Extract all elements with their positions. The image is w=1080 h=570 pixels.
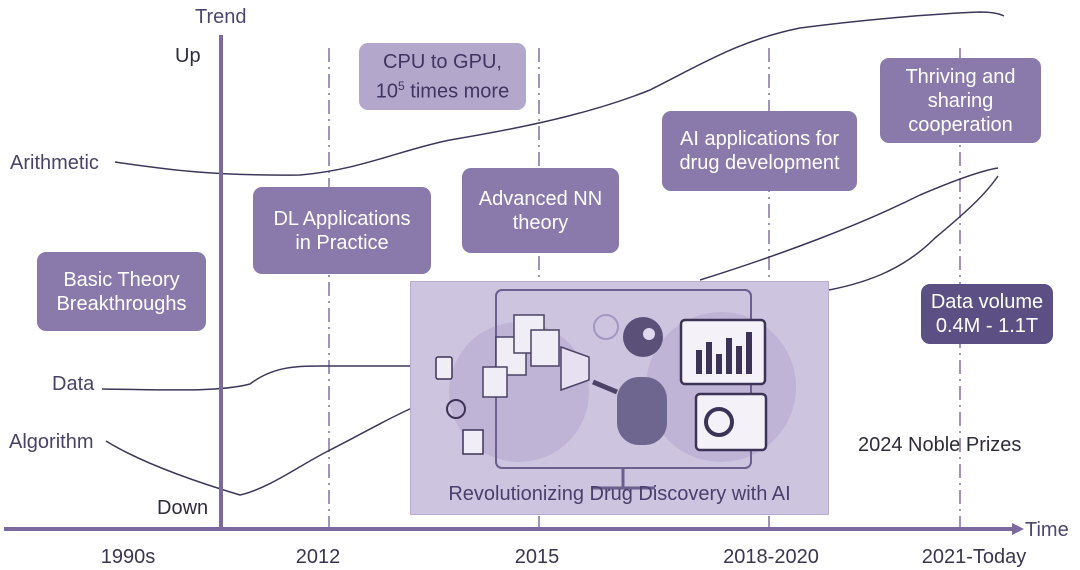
robot-head [623,317,663,357]
timeline-label-2021-today: 2021-Today [921,546,1027,568]
robot-body [617,377,667,445]
cpu-gpu-exponent: 5 [398,78,405,93]
chart-bar-1 [696,350,702,374]
milestone-ai-drug-development: AI applications for drug development [662,111,857,191]
gear-icon [593,314,619,340]
data-label: Data [52,373,95,395]
cpu-gpu-line1: CPU to GPU, [383,50,502,73]
y-axis-down-label: Down [157,497,209,519]
chart-bar-5 [736,346,742,374]
ai-robot-illustration [435,289,796,490]
chart-bar-6 [746,332,752,374]
robot-arm [592,379,618,395]
timeline-label-2015: 2015 [514,546,560,568]
y-axis-title: Trend [195,6,247,28]
drug-discovery-illustration: Revolutionizing Drug Discovery with AI [410,281,829,515]
chart-bar-2 [706,342,712,374]
cpu-gpu-base: 10 [375,80,399,103]
cpu-gpu-tail: times more [404,80,510,103]
milestone-data-volume: Data volume 0.4M - 1.1T [921,284,1053,344]
microscope-icon [446,399,466,419]
milestone-basic-theory: Basic Theory Breakthroughs [37,252,206,331]
document-3 [530,329,560,367]
pill-bottle-icon [435,356,453,380]
y-axis-up-label: Up [175,45,201,67]
robot-eye [643,328,655,340]
chart-bar-3 [716,354,722,374]
nobel-prize-note: 2024 Noble Prizes [858,434,1022,456]
data-curve [101,167,999,391]
x-axis-arrowhead [1012,523,1024,535]
chart-bar-4 [726,338,732,374]
timeline-label-1990s: 1990s [100,546,156,568]
clipboard-icon [462,429,484,455]
milestone-thriving-cooperation: Thriving and sharing cooperation [880,58,1041,143]
cpu-gpu-line2: 105 times more [376,74,509,104]
algorithm-label: Algorithm [9,431,94,453]
milestone-dl-applications: DL Applications in Practice [253,187,431,274]
chart-card [679,318,767,386]
gauge-ring [704,407,734,437]
timeline-label-2018-2020: 2018-2020 [723,546,819,568]
arithmetic-label: Arithmetic [10,152,99,174]
milestone-advanced-nn: Advanced NN theory [462,168,619,253]
panel-caption: Revolutionizing Drug Discovery with AI [448,483,791,505]
timeline-label-2012: 2012 [295,546,341,568]
x-axis-title: Time [1025,519,1069,541]
algorithm-curve [105,175,999,496]
milestone-cpu-to-gpu: CPU to GPU, 105 times more [359,43,526,110]
document-4 [482,366,508,398]
funnel-icon [560,345,590,392]
arithmetic-curve [114,11,1005,176]
